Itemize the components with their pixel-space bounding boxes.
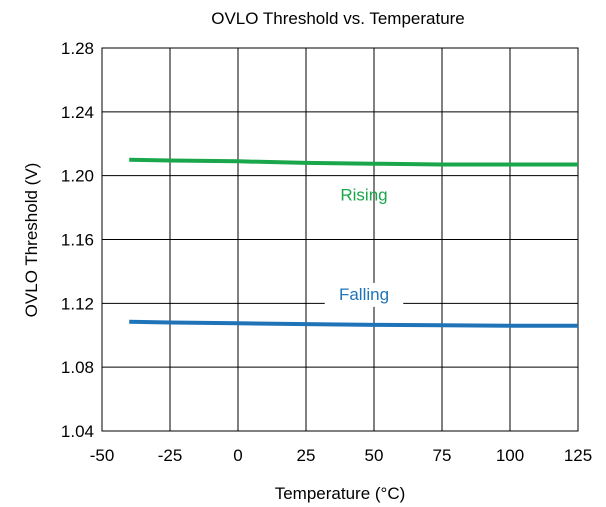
y-tick-label: 1.28 — [61, 39, 94, 58]
x-tick-label: 125 — [564, 446, 592, 465]
y-tick-label: 1.12 — [61, 294, 94, 313]
x-tick-label: 25 — [297, 446, 316, 465]
plot-frame — [101, 47, 579, 432]
series-line-falling — [129, 319, 578, 328]
x-tick-label: 50 — [365, 446, 384, 465]
x-axis-label: Temperature (°C) — [275, 484, 406, 503]
y-tick-label: 1.20 — [61, 167, 94, 186]
y-tick-label: 1.16 — [61, 231, 94, 250]
y-axis-ticks: 1.04 1.08 1.12 1.16 1.20 1.24 1.28 — [61, 39, 94, 441]
chart-title: OVLO Threshold vs. Temperature — [211, 9, 465, 28]
series-label-backdrop — [324, 282, 404, 307]
grid — [101, 47, 579, 432]
y-tick-label: 1.04 — [61, 422, 94, 441]
series: Rising Falling — [129, 157, 578, 328]
y-axis-label: OVLO Threshold (V) — [22, 163, 41, 318]
y-tick-label: 1.24 — [61, 103, 94, 122]
x-axis-ticks: -50 -25 0 25 50 75 100 125 — [90, 446, 592, 465]
x-tick-label: 0 — [233, 446, 242, 465]
series-line-rising — [129, 157, 578, 167]
x-tick-label: -25 — [158, 446, 183, 465]
x-tick-label: 75 — [433, 446, 452, 465]
y-tick-label: 1.08 — [61, 358, 94, 377]
series-label-falling: Falling — [339, 285, 389, 304]
series-label-rising: Rising — [340, 186, 387, 205]
x-tick-label: -50 — [90, 446, 115, 465]
x-tick-label: 100 — [496, 446, 524, 465]
